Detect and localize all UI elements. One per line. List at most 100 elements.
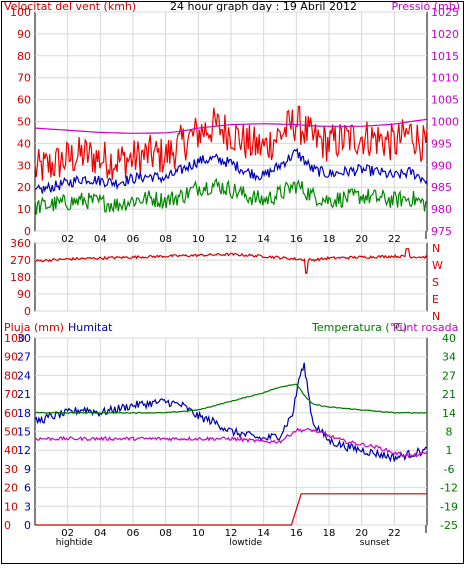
direction-degree-axis: 0 90 180 270 360: [10, 237, 31, 318]
direction-compass-label: W: [432, 259, 443, 272]
pressure-tick-label: 1015: [431, 50, 459, 63]
temp-time-tick-label: 08: [159, 528, 172, 539]
temp-marker-label: hightide: [56, 538, 93, 548]
temperature-tick-label: 14: [442, 407, 456, 420]
rain-tick-label: 10: [4, 500, 18, 513]
temp-time-tick-label: 22: [388, 528, 401, 539]
wind-time-tick-label: 06: [127, 234, 140, 245]
pressure-tick-label: 980: [431, 203, 452, 216]
humidity-tick-label: 18: [17, 407, 31, 420]
direction-compass-label: E: [432, 293, 439, 306]
wind-time-tick-label: 04: [94, 234, 107, 245]
wind-time-tick-label: 20: [355, 234, 368, 245]
direction-grid: [35, 242, 427, 312]
pressure-tick-label: 995: [431, 137, 452, 150]
temp-time-tick-label: 18: [323, 528, 336, 539]
wind-speed-tick-label: 20: [17, 181, 31, 194]
direction-series: [35, 248, 428, 274]
direction-compass-label: N: [432, 310, 440, 323]
rain-axis-label: Pluja (mm): [4, 321, 64, 334]
graph-title: 24 hour graph day : 19 Abril 2012: [170, 0, 357, 13]
wind-speed-tick-label: 30: [17, 159, 31, 172]
rain-tick-label: 40: [4, 444, 18, 457]
wind-speed-tick-label: 40: [17, 137, 31, 150]
humidity-tick-label: 15: [17, 426, 31, 439]
pressure-tick-label: 1000: [431, 116, 459, 129]
humidity-tick-label: 30: [17, 332, 31, 345]
series-line-wind-direction: [35, 248, 428, 274]
temp-time-tick-label: 04: [94, 528, 107, 539]
humidity-tick-label: 12: [17, 444, 31, 457]
series-line-pressi-: [34, 118, 428, 134]
humidity-tick-label: 24: [17, 369, 31, 382]
temp-series: [34, 362, 428, 526]
pressure-tick-label: 1020: [431, 28, 459, 41]
series-line-gust: [34, 105, 428, 181]
direction-compass-label: S: [432, 276, 439, 289]
direction-degree-label: 270: [10, 254, 31, 267]
pressure-axis-label: Pressió (mb): [391, 0, 460, 13]
rain-tick-label: 70: [4, 388, 18, 401]
humidity-tick-label: 6: [24, 482, 31, 495]
rain-tick-label: 30: [4, 463, 18, 476]
wind-speed-tick-label: 0: [24, 225, 31, 238]
wind-speed-tick-label: 10: [17, 203, 31, 216]
temperature-tick-label: -12: [440, 482, 458, 495]
rain-tick-label: 20: [4, 482, 18, 495]
temperature-tick-label: 27: [442, 369, 456, 382]
series-line-low: [34, 177, 427, 215]
pressure-tick-label: 990: [431, 159, 452, 172]
temperature-tick-label: -6: [444, 463, 455, 476]
temperature-tick-label: -25: [440, 519, 458, 532]
rain-tick-label: 0: [4, 519, 11, 532]
rain-tick-label: 50: [4, 426, 18, 439]
temp-time-tick-label: 02: [61, 528, 74, 539]
series-line-pluja: [35, 493, 427, 526]
wind-speed-tick-label: 90: [17, 28, 31, 41]
temperature-axis-label: Temperatura (°C): [311, 321, 407, 334]
direction-compass-label: N: [432, 242, 440, 255]
rain-tick-label: 60: [4, 407, 18, 420]
pressure-axis: 975 980 985 990 995 1000 1005 1010 1015 1020 1025: [431, 6, 459, 238]
rain-tick-label: 80: [4, 369, 18, 382]
humidity-axis: 0 3 6 9 12 15 18 21 24 27 30: [17, 332, 31, 532]
temp-time-tick-label: 14: [257, 528, 270, 539]
direction-degree-label: 360: [10, 237, 31, 250]
pressure-tick-label: 1010: [431, 72, 459, 85]
direction-degree-label: 0: [24, 305, 31, 318]
pressure-tick-label: 1005: [431, 94, 459, 107]
temp-time-tick-label: 20: [355, 528, 368, 539]
direction-degree-label: 90: [17, 288, 31, 301]
rain-tick-label: 100: [4, 332, 25, 345]
temp-time-tick-label: 16: [290, 528, 303, 539]
wind-speed-tick-label: 100: [10, 6, 31, 19]
humidity-tick-label: 27: [17, 351, 31, 364]
wind-speed-tick-label: 50: [17, 116, 31, 129]
wind-series: [34, 105, 428, 215]
humidity-tick-label: 21: [17, 388, 31, 401]
temp-marker-label: sunset: [360, 538, 390, 548]
temperature-tick-label: 40: [442, 332, 456, 345]
wind-speed-tick-label: 60: [17, 94, 31, 107]
humidity-tick-label: 9: [24, 463, 31, 476]
wind-time-tick-label: 02: [61, 234, 74, 245]
temperature-tick-label: 1: [446, 444, 453, 457]
wind-speed-tick-label: 80: [17, 50, 31, 63]
wind-speed-tick-label: 70: [17, 72, 31, 85]
temp-marker-label: lowtide: [229, 538, 262, 548]
wind-time-tick-label: 16: [290, 234, 303, 245]
rain-axis: 0 10 20 30 40 50 60 70 80 90 100: [4, 332, 25, 532]
wind-time-tick-label: 14: [257, 234, 270, 245]
temp-time-tick-label: 06: [127, 528, 140, 539]
temperature-tick-label: 21: [442, 388, 456, 401]
pressure-tick-label: 1025: [431, 6, 459, 19]
temp-time-axis: 02 04 06 08 10 12 14 16 18 20 22 hightide lowtide sun…: [56, 525, 427, 548]
pressure-tick-label: 985: [431, 181, 452, 194]
dewpoint-axis-label: Punt rosada: [393, 321, 458, 334]
temperature-axis: -25 -19 -12 -6 1 8 14 21 27 34 40: [440, 332, 458, 532]
wind-time-tick-label: 08: [159, 234, 172, 245]
humidity-tick-label: 0: [24, 519, 31, 532]
